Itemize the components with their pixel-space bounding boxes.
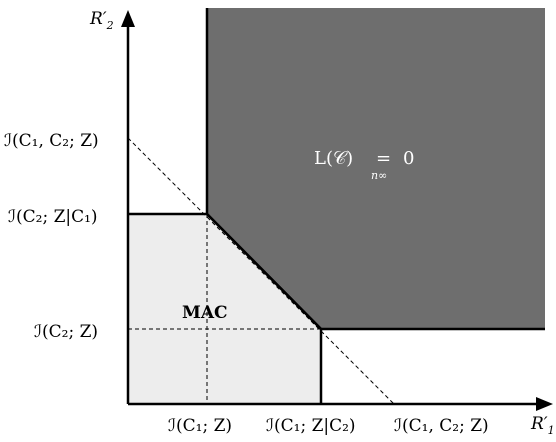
capacity-equals-sign: =: [376, 148, 391, 169]
y-tick-label-sum: ℐ(C₁, C₂; Z): [4, 131, 99, 151]
x-tick-label-sum: ℐ(C₁, C₂; Z): [394, 416, 489, 436]
x-tick-label-cond: ℐ(C₁; Z|C₂): [266, 416, 356, 436]
capacity-expression: L(𝒞): [314, 148, 353, 169]
x-axis-arrow-icon: [536, 397, 553, 411]
y-axis-label: R′2: [89, 9, 114, 32]
y-tick-label-cond: ℐ(C₂; Z|C₁): [8, 207, 98, 227]
mac-boundary: [128, 212, 323, 404]
dashed-guides: [127, 137, 395, 405]
x-tick-label-c1: ℐ(C₁; Z): [168, 416, 232, 436]
x-axis-label: R′1: [530, 414, 555, 437]
capacity-region-label: L(𝒞) = n∞ 0: [314, 148, 414, 182]
zero-leakage-region: [207, 8, 545, 329]
capacity-value: 0: [403, 148, 414, 169]
mac-region-label: MAC: [182, 303, 228, 323]
y-tick-label-c2: ℐ(C₂; Z): [34, 322, 98, 342]
mac-region: [128, 214, 321, 404]
capacity-limit-subscript: n∞: [371, 169, 387, 182]
y-axis-arrow-icon: [121, 10, 135, 27]
